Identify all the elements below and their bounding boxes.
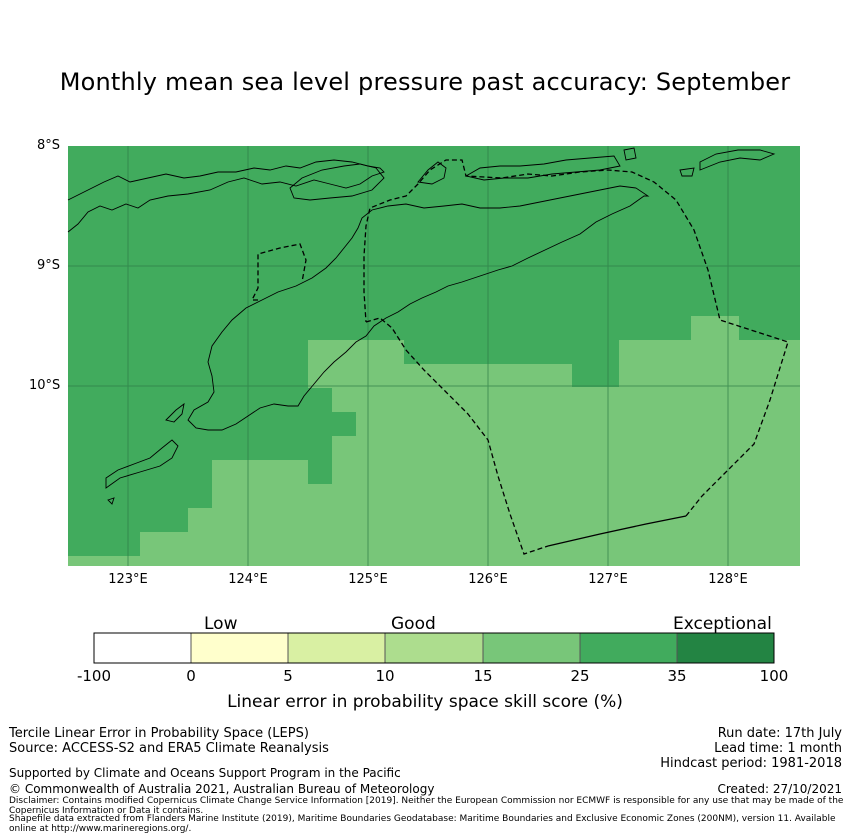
created-date: Created: 27/10/2021: [717, 782, 842, 796]
coastline-island-n2: [623, 147, 637, 161]
coastline-wetar: [464, 155, 621, 181]
colorbar-segment-6: [580, 633, 677, 663]
colorbar-segment-3: [288, 633, 385, 663]
lon-label-123e: 123°E: [108, 572, 148, 587]
chart-title: Monthly mean sea level pressure past acc…: [59, 68, 791, 96]
colorbar-segment-7: [677, 633, 774, 663]
colorbar-tick: 10: [375, 667, 395, 685]
colorbar-tick: -100: [76, 667, 112, 685]
colorbar: [93, 632, 775, 664]
colorbar-category-low: Low: [204, 614, 238, 634]
disclaimer-text: Disclaimer: Contains modified Copernicus…: [9, 796, 844, 816]
colorbar-segment-1: [94, 633, 191, 663]
coastline-timor: [187, 185, 650, 431]
lon-label-125e: 125°E: [348, 572, 388, 587]
hindcast-period: Hindcast period: 1981-2018: [660, 756, 842, 771]
coastlines: [67, 147, 776, 505]
coastline-island-n1: [417, 161, 447, 185]
colorbar-tick: 15: [473, 667, 493, 685]
eez-boundary-solid: [547, 515, 687, 547]
copyright-text: © Commonwealth of Australia 2021, Austra…: [9, 782, 435, 796]
lon-label-126e: 126°E: [468, 572, 508, 587]
coastline-flores: [67, 159, 385, 233]
colorbar-tick: 25: [570, 667, 590, 685]
lat-label-10s: 10°S: [29, 378, 61, 393]
colorbar-tick: 5: [283, 667, 293, 685]
lat-label-9s: 9°S: [37, 258, 61, 273]
coastline-islet-w: [107, 497, 115, 505]
lat-label-8s: 8°S: [37, 138, 61, 153]
colorbar-tick: 0: [186, 667, 196, 685]
colorbar-segment-4: [385, 633, 483, 663]
lon-label-128e: 128°E: [708, 572, 748, 587]
colorbar-segment-2: [191, 633, 288, 663]
lon-label-124e: 124°E: [228, 572, 268, 587]
shapefile-credit: Shapefile data extracted from Flanders M…: [9, 814, 836, 834]
colorbar-segment-5: [483, 633, 580, 663]
support-text: Supported by Climate and Oceans Support …: [9, 766, 401, 780]
lead-time: Lead time: 1 month: [714, 741, 842, 756]
method-text: Tercile Linear Error in Probability Spac…: [9, 726, 309, 741]
source-text: Source: ACCESS-S2 and ERA5 Climate Reana…: [9, 741, 329, 756]
eez-boundary: [250, 159, 789, 555]
coastline-rote: [105, 439, 179, 489]
coastline-island-ne: [699, 149, 776, 171]
coastline-alor: [289, 163, 385, 201]
colorbar-tick: 100: [759, 667, 789, 685]
coastline-island-e: [679, 167, 695, 177]
coastline-semau: [165, 402, 185, 423]
skill-region-15-25: [68, 316, 800, 566]
colorbar-tick: 35: [667, 667, 687, 685]
colorbar-category-good: Good: [391, 614, 436, 634]
colorbar-category-exceptional: Exceptional: [673, 614, 772, 634]
colorbar-label: Linear error in probability space skill …: [227, 692, 623, 712]
run-date: Run date: 17th July: [717, 726, 842, 741]
lon-label-127e: 127°E: [588, 572, 628, 587]
